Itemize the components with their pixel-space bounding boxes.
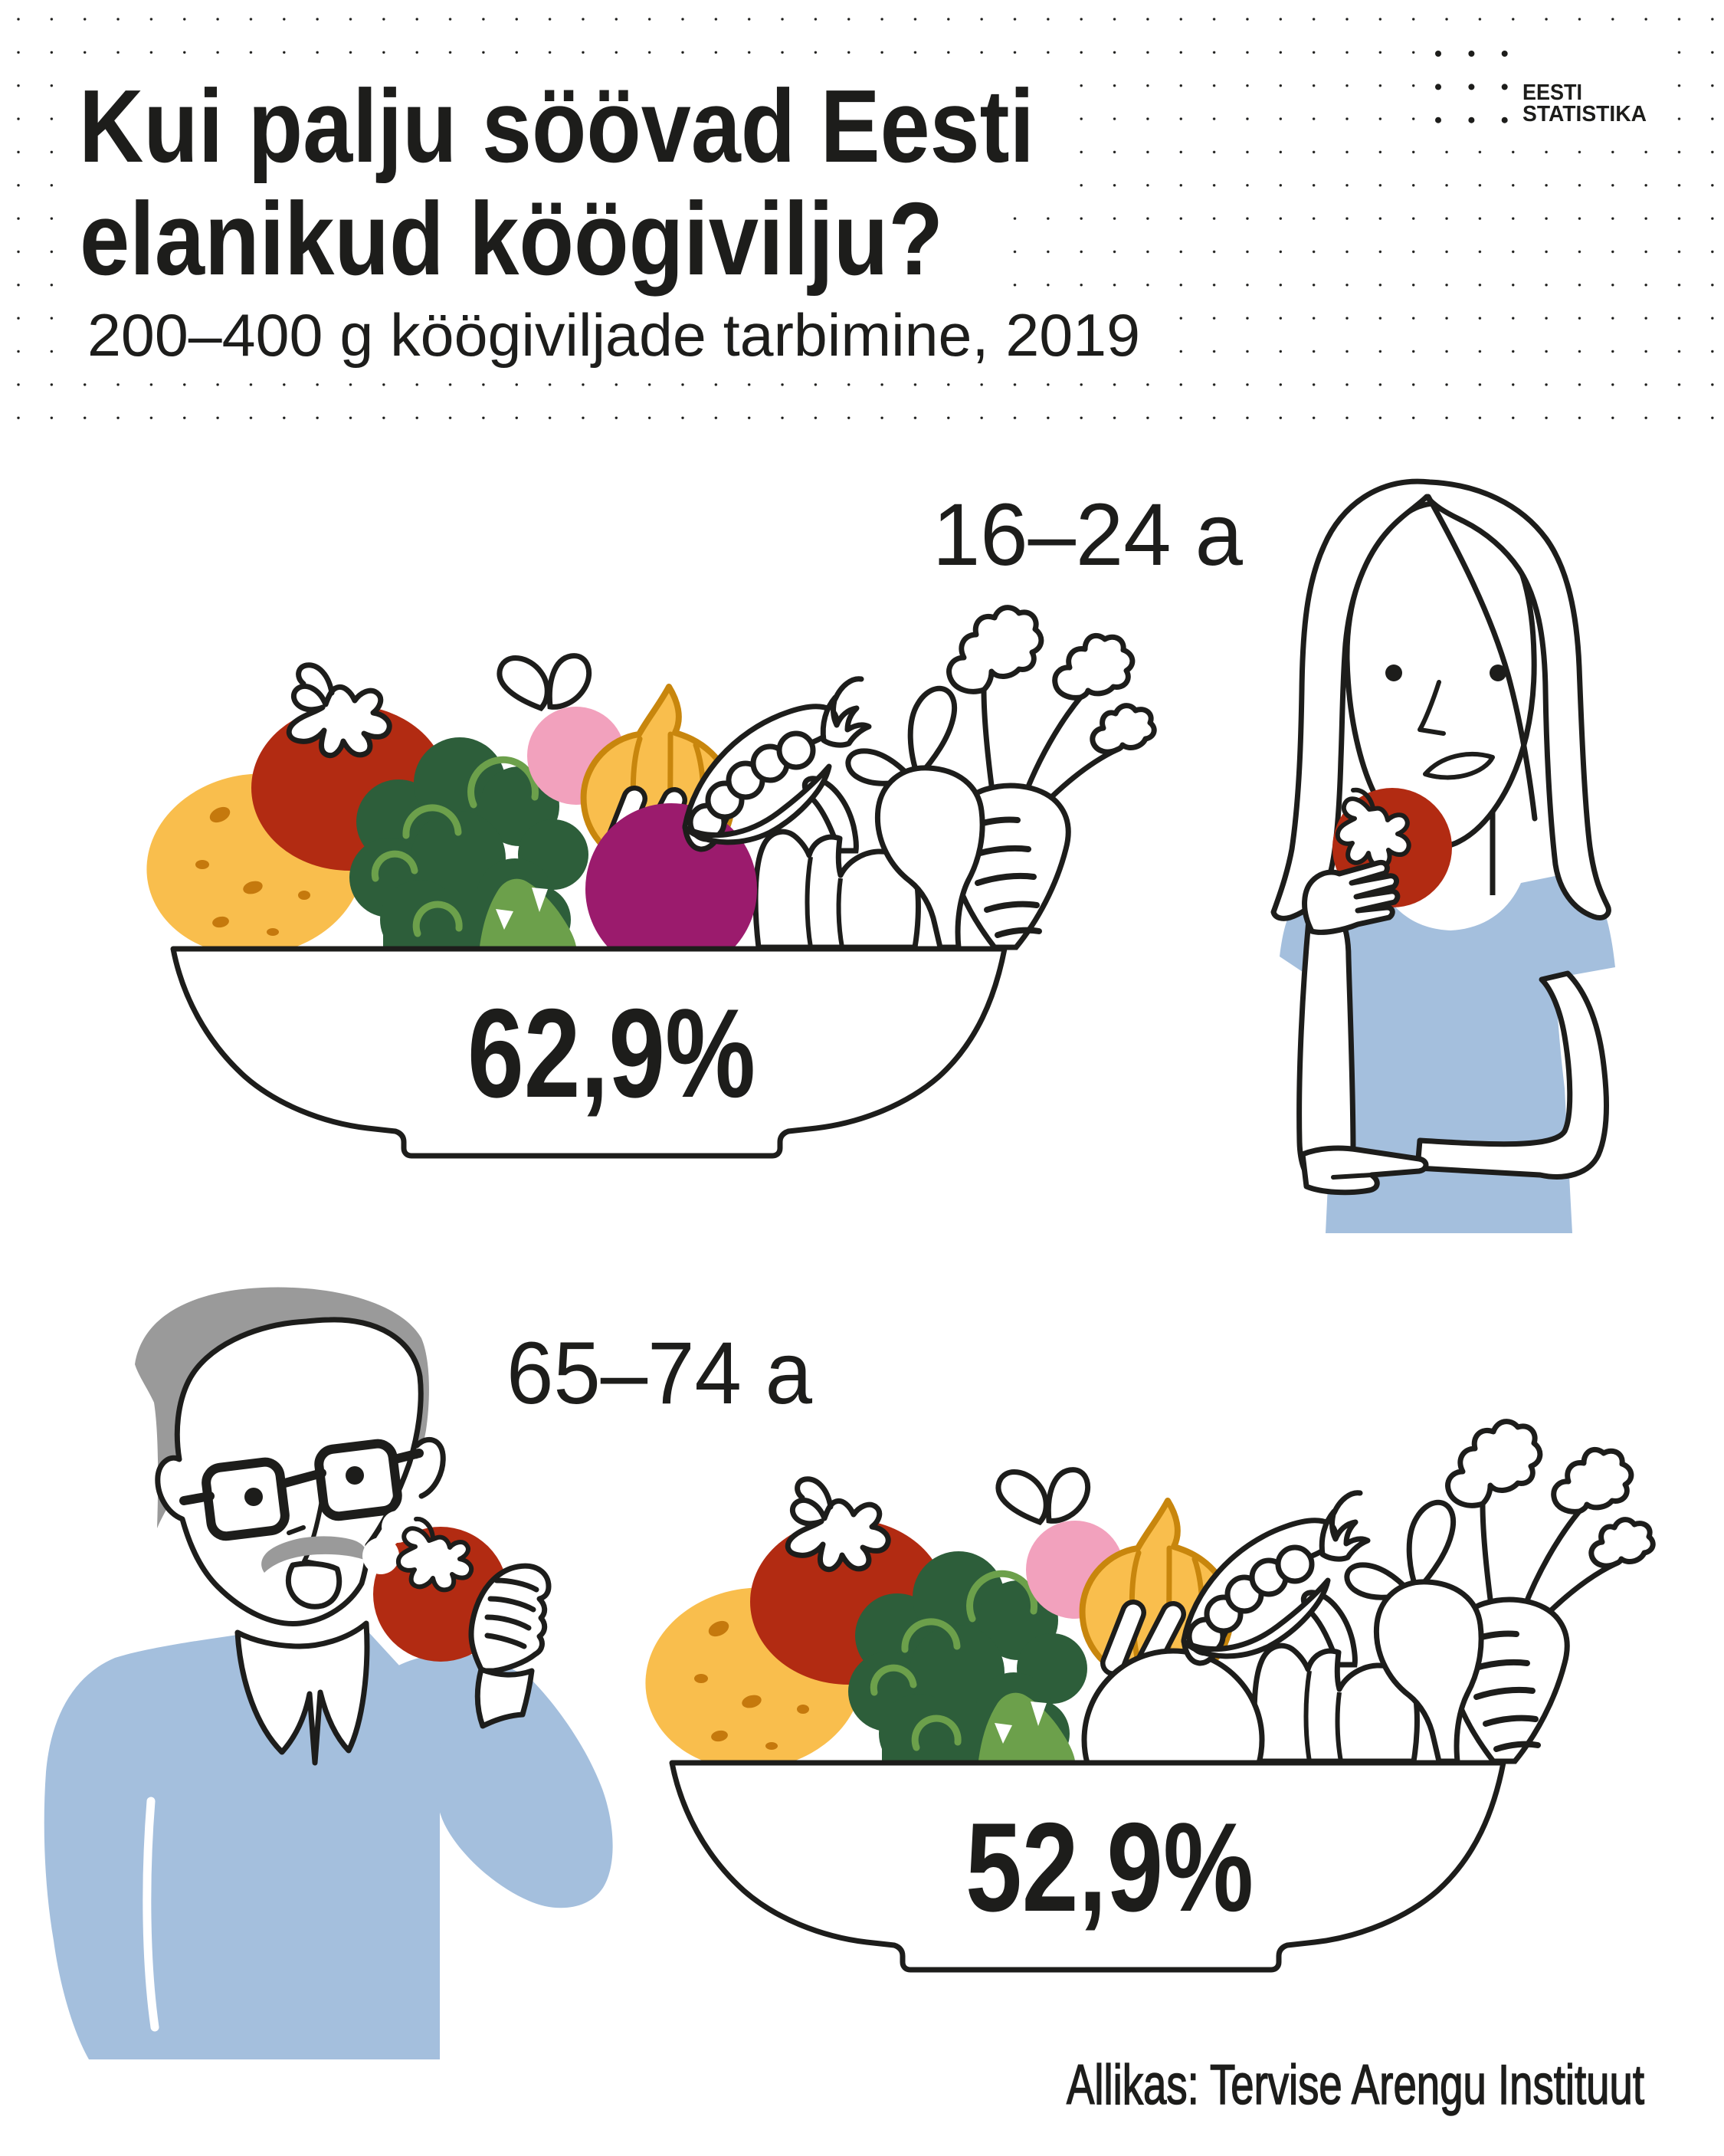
svg-text:52,9%: 52,9% xyxy=(965,1797,1254,1938)
svg-text:65–74 a: 65–74 a xyxy=(506,1324,812,1423)
svg-text:200–400 g köögiviljade tarbimi: 200–400 g köögiviljade tarbimine, 2019 xyxy=(87,301,1140,369)
svg-text:STATISTIKA: STATISTIKA xyxy=(1522,102,1647,126)
svg-text:Kui palju söövad Eesti: Kui palju söövad Eesti xyxy=(79,68,1034,184)
svg-text:16–24 a: 16–24 a xyxy=(932,486,1243,584)
svg-text:Allikas: Tervise Arengu Instit: Allikas: Tervise Arengu Instituut xyxy=(1067,2054,1644,2116)
svg-text:EESTI: EESTI xyxy=(1522,80,1582,105)
svg-text:62,9%: 62,9% xyxy=(467,983,755,1124)
svg-text:elanikud köögivilju?: elanikud köögivilju? xyxy=(80,181,943,297)
